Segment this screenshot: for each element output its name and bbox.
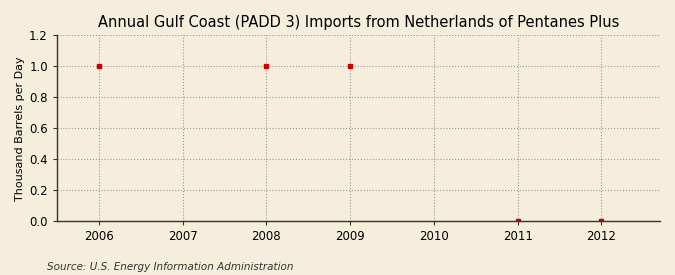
Y-axis label: Thousand Barrels per Day: Thousand Barrels per Day	[15, 56, 25, 201]
Title: Annual Gulf Coast (PADD 3) Imports from Netherlands of Pentanes Plus: Annual Gulf Coast (PADD 3) Imports from …	[98, 15, 619, 30]
Text: Source: U.S. Energy Information Administration: Source: U.S. Energy Information Administ…	[47, 262, 294, 272]
